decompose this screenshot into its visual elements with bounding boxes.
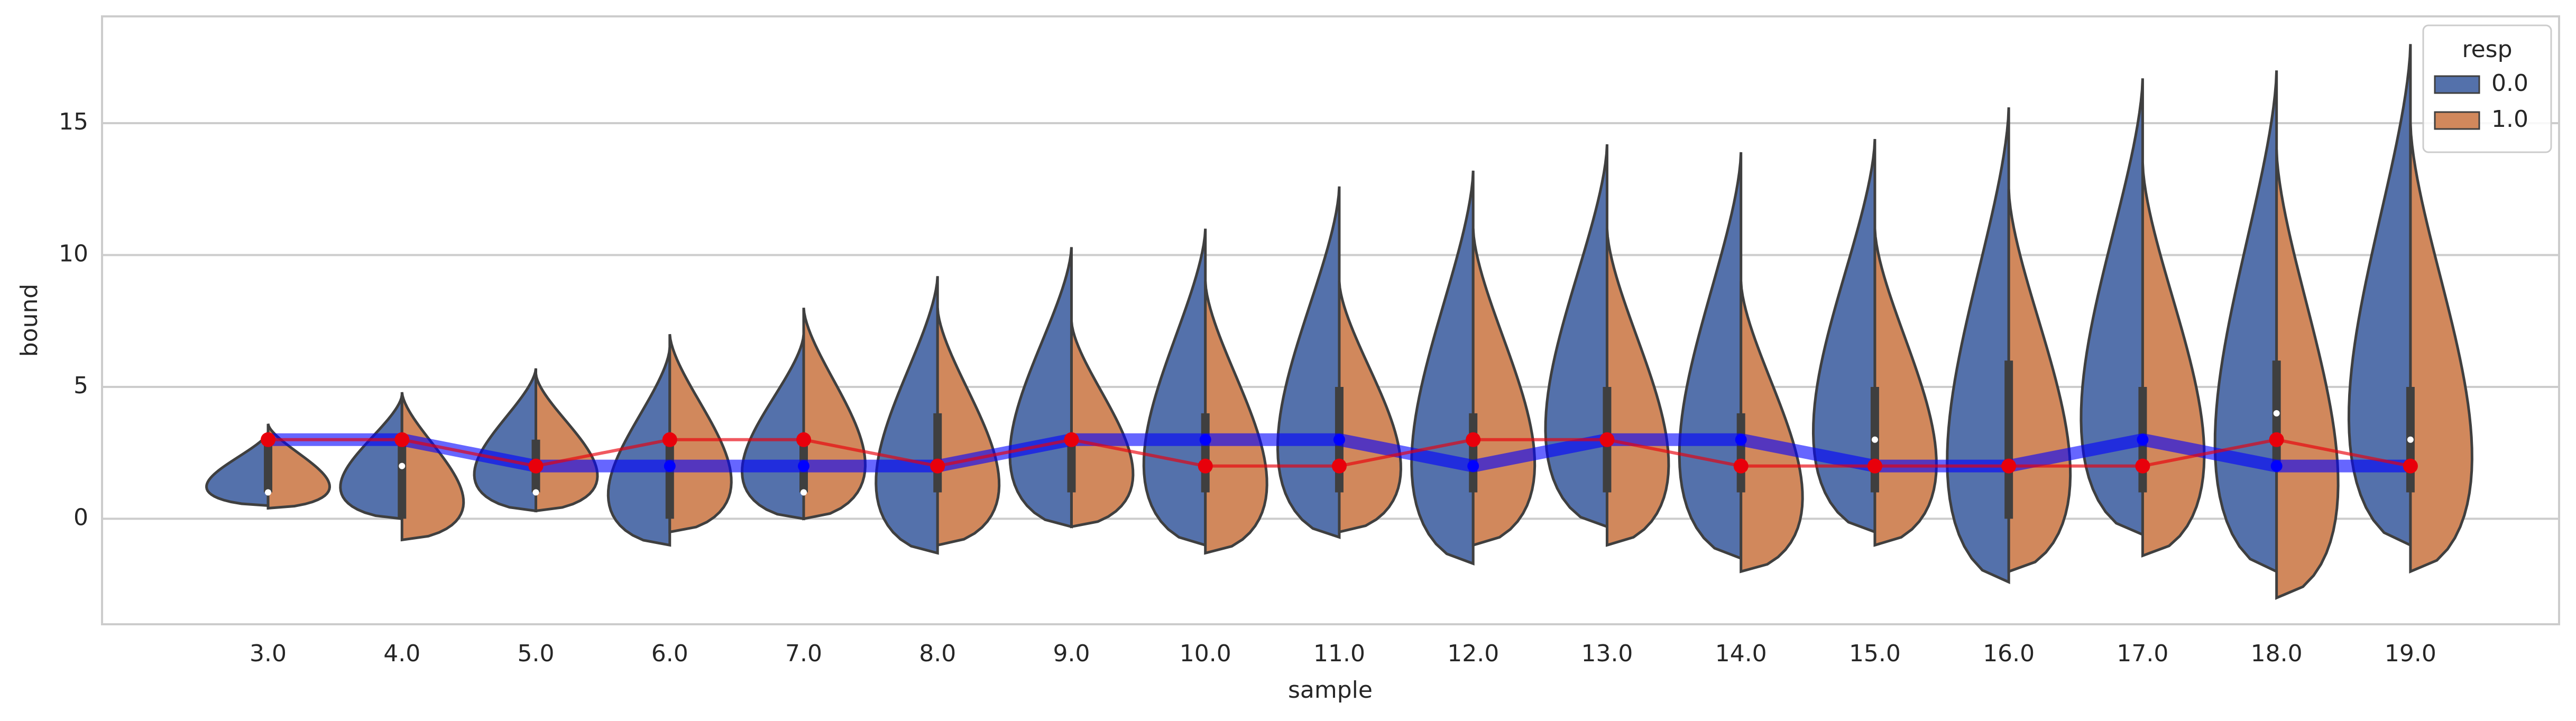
x-tick-label: 16.0 bbox=[1983, 640, 2035, 667]
violin-half bbox=[936, 308, 1001, 547]
box-median bbox=[532, 489, 539, 496]
box-median bbox=[265, 489, 272, 496]
x-tick-label: 9.0 bbox=[1053, 640, 1090, 667]
line-point bbox=[2137, 433, 2149, 446]
y-tick-label: 15 bbox=[59, 108, 88, 135]
line-point bbox=[2269, 432, 2284, 447]
line-point bbox=[662, 432, 677, 447]
legend-label: 0.0 bbox=[2491, 70, 2528, 97]
line-point bbox=[930, 458, 945, 474]
line-point bbox=[1733, 458, 1749, 474]
x-axis-label: sample bbox=[1288, 677, 1373, 704]
x-tick-label: 14.0 bbox=[1715, 640, 1767, 667]
line-point bbox=[1867, 458, 1882, 474]
violin-half bbox=[2409, 123, 2473, 574]
legend: resp 0.0 1.0 bbox=[2422, 24, 2552, 153]
violin-half bbox=[400, 392, 465, 542]
violin-half bbox=[1276, 186, 1341, 539]
x-tick-label: 5.0 bbox=[518, 640, 555, 667]
legend-swatch bbox=[2434, 111, 2480, 130]
line-point bbox=[1467, 460, 1479, 472]
x-tick-label: 8.0 bbox=[919, 640, 956, 667]
line-point bbox=[1333, 433, 1345, 446]
legend-swatch bbox=[2434, 75, 2480, 94]
violin-half bbox=[1008, 247, 1073, 529]
violin-half bbox=[741, 334, 805, 521]
violin-half bbox=[2007, 189, 2072, 574]
violin-half bbox=[1070, 320, 1135, 529]
line-point bbox=[2135, 458, 2150, 474]
box-median bbox=[2273, 410, 2280, 417]
x-tick-label: 12.0 bbox=[1447, 640, 1499, 667]
y-tick-label: 0 bbox=[73, 504, 88, 531]
x-tick-label: 7.0 bbox=[785, 640, 822, 667]
x-tick-label: 6.0 bbox=[651, 640, 688, 667]
line-point bbox=[796, 432, 811, 447]
box-median bbox=[1871, 436, 1878, 443]
line-point bbox=[394, 432, 410, 447]
y-tick-label: 5 bbox=[73, 372, 88, 399]
line-point bbox=[261, 432, 276, 447]
legend-title: resp bbox=[2462, 36, 2512, 63]
x-tick-label: 18.0 bbox=[2251, 640, 2303, 667]
violin-half bbox=[2275, 149, 2340, 600]
violin-half bbox=[2213, 70, 2278, 574]
violin-half bbox=[535, 373, 599, 513]
line-point bbox=[2403, 458, 2418, 474]
line-point bbox=[1466, 432, 1481, 447]
x-tick-label: 15.0 bbox=[1849, 640, 1901, 667]
line-point bbox=[1064, 432, 1079, 447]
violin-half bbox=[339, 394, 403, 521]
line-point bbox=[1735, 433, 1747, 446]
violin-half bbox=[1142, 228, 1207, 547]
line-point bbox=[1198, 458, 1213, 474]
violin-half bbox=[1740, 281, 1804, 574]
line-point bbox=[1331, 458, 1347, 474]
violin-half bbox=[668, 334, 733, 534]
y-tick-label: 10 bbox=[59, 241, 88, 267]
box-median bbox=[399, 463, 406, 469]
box-median bbox=[800, 489, 807, 496]
legend-label: 1.0 bbox=[2491, 106, 2528, 133]
line-point bbox=[664, 460, 676, 472]
x-tick-label: 3.0 bbox=[250, 640, 287, 667]
box-median bbox=[2407, 436, 2414, 443]
line-point bbox=[1599, 432, 1615, 447]
y-axis-label: bound bbox=[16, 284, 43, 357]
line-point bbox=[1199, 433, 1211, 446]
violin-half bbox=[1605, 228, 1670, 547]
line-point bbox=[2270, 460, 2283, 472]
x-tick-label: 4.0 bbox=[383, 640, 420, 667]
x-tick-label: 11.0 bbox=[1313, 640, 1365, 667]
violin-half bbox=[1544, 144, 1608, 529]
violin-half bbox=[473, 368, 538, 513]
violin-half bbox=[875, 276, 939, 555]
violin-half bbox=[1204, 281, 1268, 555]
x-tick-label: 10.0 bbox=[1180, 640, 1231, 667]
line-point bbox=[797, 460, 809, 472]
violin-half bbox=[205, 431, 270, 507]
x-tick-label: 17.0 bbox=[2117, 640, 2168, 667]
violin-half bbox=[1338, 281, 1402, 534]
x-tick-label: 13.0 bbox=[1581, 640, 1633, 667]
line-point bbox=[2001, 458, 2017, 474]
violin-half bbox=[2347, 44, 2412, 548]
line-point bbox=[528, 458, 544, 474]
x-tick-label: 19.0 bbox=[2385, 640, 2436, 667]
